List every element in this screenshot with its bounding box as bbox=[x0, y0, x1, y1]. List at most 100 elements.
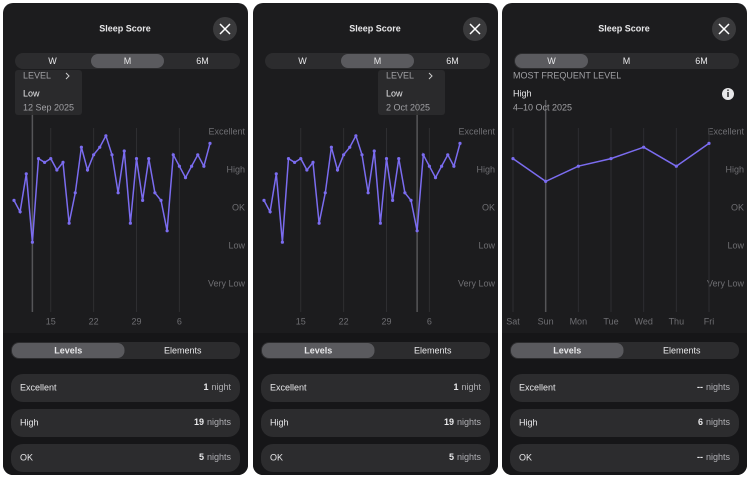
toggle-selected bbox=[12, 343, 125, 358]
tab-selected bbox=[341, 54, 414, 68]
row-background[interactable] bbox=[11, 444, 240, 472]
header-date: 2 Oct 2025 bbox=[386, 102, 430, 112]
y-tick-label: Excellent bbox=[707, 126, 744, 136]
data-point bbox=[177, 164, 181, 168]
row-background[interactable] bbox=[510, 444, 739, 472]
header-box bbox=[15, 70, 82, 115]
tab[interactable]: 6M bbox=[446, 56, 459, 66]
close-icon bbox=[219, 23, 231, 35]
data-point bbox=[190, 164, 194, 168]
row-unit: night bbox=[211, 382, 231, 392]
row-count: 19 bbox=[444, 417, 454, 427]
data-point bbox=[85, 168, 90, 172]
data-point bbox=[372, 149, 376, 153]
row-value: -- nights bbox=[697, 452, 731, 462]
info-glyph bbox=[727, 92, 729, 97]
tab[interactable]: M bbox=[623, 56, 631, 66]
data-point bbox=[329, 145, 333, 149]
row-unit: nights bbox=[706, 382, 731, 392]
row-name: Excellent bbox=[519, 382, 556, 392]
data-point bbox=[61, 160, 65, 164]
row-value: 5 nights bbox=[449, 452, 482, 462]
row-background[interactable] bbox=[11, 409, 240, 437]
toggle-option[interactable]: Levels bbox=[304, 345, 332, 355]
tab[interactable]: M bbox=[124, 56, 132, 66]
row-background[interactable] bbox=[261, 444, 490, 472]
data-point bbox=[409, 198, 413, 202]
data-point bbox=[576, 164, 580, 168]
row-value: 6 nights bbox=[698, 417, 731, 427]
data-point bbox=[49, 157, 53, 161]
data-point bbox=[122, 149, 126, 153]
x-tick-label: Tue bbox=[603, 316, 618, 326]
data-point bbox=[354, 134, 358, 138]
data-point bbox=[67, 221, 71, 225]
chevron bbox=[65, 72, 70, 80]
phone-panel: Sleep Score W M 6M Excellent High OK Low Very Lo… bbox=[3, 3, 248, 475]
toggle-selected bbox=[262, 343, 375, 358]
y-tick-label: OK bbox=[482, 202, 495, 212]
row-background[interactable] bbox=[261, 374, 490, 402]
data-point bbox=[342, 153, 346, 157]
tab[interactable]: M bbox=[374, 56, 382, 66]
toggle-option[interactable]: Elements bbox=[663, 345, 701, 355]
header-label: MOST FREQUENT LEVEL bbox=[513, 70, 621, 80]
data-point bbox=[384, 157, 389, 161]
row-background[interactable] bbox=[11, 374, 240, 402]
data-point bbox=[24, 172, 28, 176]
data-point bbox=[262, 198, 266, 202]
tab[interactable]: W bbox=[48, 56, 57, 66]
row-count: 6 bbox=[698, 417, 703, 427]
tab[interactable]: 6M bbox=[695, 56, 708, 66]
tab[interactable]: 6M bbox=[196, 56, 209, 66]
tab-selected bbox=[515, 54, 588, 68]
row-background[interactable] bbox=[261, 409, 490, 437]
row-value: 1 night bbox=[203, 382, 231, 392]
data-point bbox=[609, 157, 613, 161]
data-point bbox=[110, 153, 114, 157]
tab[interactable]: W bbox=[547, 56, 556, 66]
data-point bbox=[159, 198, 163, 202]
data-point bbox=[43, 160, 47, 164]
x-tick-label: 15 bbox=[296, 316, 306, 326]
toggle-option[interactable]: Elements bbox=[164, 345, 202, 355]
data-point bbox=[268, 210, 272, 214]
header-level: Low bbox=[386, 88, 403, 98]
data-point bbox=[153, 191, 157, 195]
y-tick-label: High bbox=[476, 164, 495, 174]
toggle-option[interactable]: Elements bbox=[414, 345, 452, 355]
close-icon bbox=[718, 23, 730, 35]
row-value: 1 night bbox=[453, 382, 481, 392]
data-point bbox=[433, 176, 438, 180]
data-point bbox=[544, 179, 548, 183]
y-tick-label: High bbox=[226, 164, 245, 174]
data-point bbox=[134, 157, 139, 161]
row-unit: nights bbox=[457, 452, 482, 462]
data-point bbox=[30, 240, 34, 244]
x-tick-label: 22 bbox=[89, 316, 99, 326]
data-point bbox=[403, 191, 407, 195]
data-point bbox=[707, 141, 711, 145]
y-tick-label: Low bbox=[478, 240, 495, 250]
row-background[interactable] bbox=[510, 374, 739, 402]
toggle-option[interactable]: Levels bbox=[54, 345, 82, 355]
row-count: -- bbox=[697, 382, 703, 392]
row-name: High bbox=[20, 417, 39, 427]
y-tick-label: Very Low bbox=[707, 278, 745, 288]
tab[interactable]: W bbox=[298, 56, 307, 66]
y-tick-label: Excellent bbox=[208, 126, 245, 136]
data-point bbox=[196, 153, 200, 157]
y-tick-label: Low bbox=[727, 240, 744, 250]
row-background[interactable] bbox=[510, 409, 739, 437]
data-point bbox=[360, 153, 364, 157]
header-date: 12 Sep 2025 bbox=[23, 102, 74, 112]
x-tick-label: Fri bbox=[704, 316, 715, 326]
data-point bbox=[92, 153, 96, 157]
data-point bbox=[452, 164, 456, 168]
row-name: Excellent bbox=[270, 382, 307, 392]
data-point bbox=[147, 157, 151, 161]
data-point bbox=[440, 164, 444, 168]
data-point bbox=[165, 229, 169, 233]
toggle-option[interactable]: Levels bbox=[553, 345, 581, 355]
